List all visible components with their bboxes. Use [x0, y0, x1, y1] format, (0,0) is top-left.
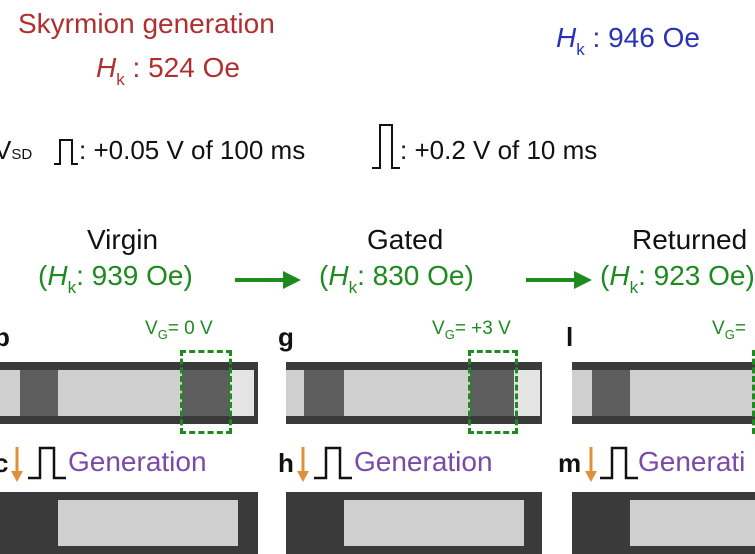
- transition-arrow-2: [526, 271, 592, 289]
- stage-gated-label: Gated: [367, 224, 444, 255]
- transition-arrow-1: [235, 271, 301, 289]
- orange-down-arrow-c: [11, 447, 23, 482]
- gen-pulse-icon-h: [314, 446, 352, 480]
- stage-virgin-label: Virgin: [87, 224, 159, 255]
- vg-label-g: VG= +3 V: [432, 318, 511, 342]
- panel-letter-c: c: [0, 448, 9, 478]
- gate-box-b: [180, 350, 232, 434]
- gen-label-c: Generation: [68, 446, 207, 477]
- panel-letter-l: l: [566, 322, 574, 352]
- hk-left-readout: Hk : 524 Oe: [96, 52, 240, 89]
- panel-letter-g: g: [278, 322, 294, 352]
- stage-gated-hk: (Hk: 830 Oe): [319, 260, 474, 297]
- gen-label-m: Generati: [638, 446, 746, 477]
- figure-title: Skyrmion generation: [18, 8, 275, 39]
- hk-left-sub: k: [116, 70, 125, 89]
- panel-letter-h: h: [278, 448, 294, 478]
- hk-right-sub: k: [576, 40, 585, 59]
- panel-letter-m: m: [558, 448, 582, 478]
- micrograph-h: [286, 492, 542, 554]
- stage-returned-hk: (Hk: 923 Oe): [600, 260, 755, 297]
- pulse-description: VSD: [0, 135, 32, 166]
- vg-label-l: VG=: [712, 318, 746, 342]
- gen-pulse-icon-m: [600, 446, 638, 480]
- hk-left-value: : 524 Oe: [132, 52, 240, 83]
- micrograph-c: [0, 492, 258, 554]
- gen-pulse-icon-c: [28, 446, 66, 480]
- stage-virgin-hk: (Hk: 939 Oe): [38, 260, 193, 297]
- orange-down-arrow-m: [585, 447, 597, 482]
- hk-left-symbol: H: [96, 52, 117, 83]
- pulse2-text: : +0.2 V of 10 ms: [400, 135, 598, 165]
- gate-box-l: [752, 350, 755, 434]
- micrograph-b: [0, 362, 258, 424]
- micrograph-m: [572, 492, 755, 554]
- stage-returned-label: Returned: [632, 224, 748, 255]
- hk-right-value: : 946 Oe: [592, 22, 700, 53]
- vg-label-b: VG= 0 V: [145, 318, 213, 342]
- micrograph-l: [572, 362, 755, 424]
- gate-box-g: [468, 350, 518, 434]
- hk-right-readout: Hk : 946 Oe: [556, 22, 700, 59]
- gen-label-h: Generation: [354, 446, 493, 477]
- hk-right-symbol: H: [556, 22, 577, 53]
- micrograph-g: [286, 362, 542, 424]
- panel-letter-b: b: [0, 322, 10, 352]
- pulse1-text: : +0.05 V of 100 ms: [79, 135, 306, 165]
- orange-down-arrow-h: [297, 447, 309, 482]
- short-pulse-icon: [54, 139, 78, 165]
- tall-pulse-icon: [372, 124, 400, 169]
- vsd-label: VSD: [0, 135, 33, 165]
